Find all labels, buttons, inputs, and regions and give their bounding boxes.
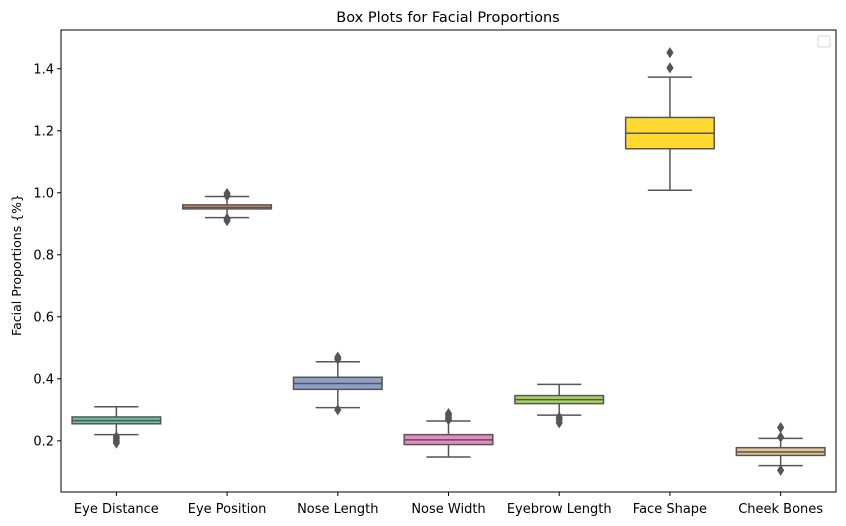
x-tick-label: Nose Length [297,502,378,517]
outlier-point [334,404,342,416]
x-tick-label: Nose Width [411,502,485,517]
x-tick-label: Eye Distance [74,502,159,517]
chart-title: Box Plots for Facial Proportions [336,10,559,26]
y-axis-label: Facial Proportions {%} [9,194,24,336]
outlier-point [334,351,342,363]
y-tick-label: 0.4 [33,372,54,387]
legend-box [817,35,831,48]
outlier-point [777,421,785,434]
outlier-point [777,431,785,443]
outlier-point [555,417,563,429]
y-tick-label: 0.2 [33,434,54,449]
outlier-point [444,407,453,420]
axes-frame [60,29,837,493]
outlier-point [666,47,674,59]
y-tick-label: 1.2 [33,124,54,139]
y-tick-label: 1.4 [33,62,54,77]
plot-area: 0.2 0.4 0.6 0.8 1.0 1.2 1.4 Eye Distance Eye Pos… [33,29,837,517]
x-tick-label: Eyebrow Length [507,502,612,517]
outlier-point [223,187,231,199]
x-tick-label: Eye Position [188,502,267,517]
y-tick-label: 0.8 [33,248,54,263]
x-tick-label: Cheek Bones [738,502,823,517]
x-tick-label: Face Shape [633,502,707,517]
outlier-point [777,464,785,476]
outlier-point [223,215,231,227]
y-tick-label: 1.0 [33,186,54,201]
y-tick-label: 0.6 [33,310,54,325]
outlier-point [666,62,674,74]
outlier-point [112,437,120,449]
